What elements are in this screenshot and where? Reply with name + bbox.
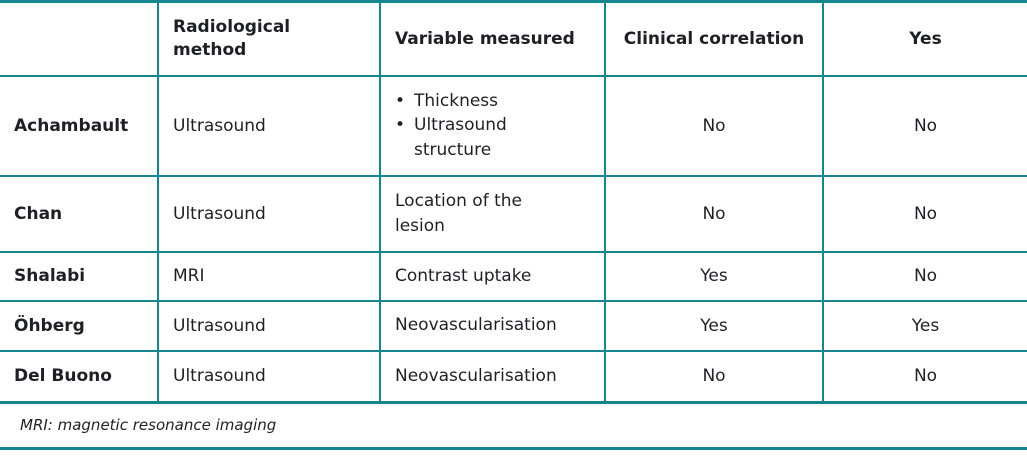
cell-radiological-method: MRI xyxy=(157,251,380,301)
cell-clinical-correlation: No xyxy=(604,75,823,176)
variable-text: Location of the lesion xyxy=(395,190,522,236)
table-row-ohberg: Öhberg Ultrasound Neovascularisation Yes… xyxy=(0,300,1027,351)
row-label: Öhberg xyxy=(14,315,85,336)
column-header-clinical-correlation: Clinical correlation xyxy=(604,1,823,76)
cell-yes: Yes xyxy=(822,300,1027,351)
column-header-blank xyxy=(0,2,158,76)
bullet-marker: • xyxy=(395,90,406,111)
cell-variable-measured: Location of the lesion xyxy=(379,175,605,252)
cell-yes: No xyxy=(822,75,1027,176)
cell-variable-measured: Neovascularisation xyxy=(379,350,605,401)
cell-clinical-correlation: Yes xyxy=(604,300,823,351)
column-header-variable-measured: Variable measured xyxy=(379,1,605,76)
cell-clinical-correlation: No xyxy=(604,350,823,401)
cell-yes: No xyxy=(822,175,1027,252)
column-header-radiological-method: Radiological method xyxy=(157,1,380,76)
row-label: Del Buono xyxy=(14,366,112,386)
cell-radiological-method: Ultrasound xyxy=(157,175,380,252)
table-row-shalabi: Shalabi MRI Contrast uptake Yes No xyxy=(0,251,1027,301)
row-label: Shalabi xyxy=(14,266,86,286)
table-row-chan: Chan Ultrasound Location of the lesion N… xyxy=(0,175,1027,252)
studies-table: Radiological method Variable measured Cl… xyxy=(0,0,1027,401)
variable-bullet-list: • Thickness • Ultrasound structure xyxy=(395,89,571,163)
cell-variable-measured: • Thickness • Ultrasound structure xyxy=(379,75,605,176)
cell-variable-measured: Contrast uptake xyxy=(379,251,605,301)
cell-clinical-correlation: Yes xyxy=(604,251,823,301)
row-label: Chan xyxy=(14,203,63,224)
variable-text: Contrast uptake xyxy=(395,265,532,286)
bullet-item: • Thickness xyxy=(395,89,571,114)
variable-text: Neovascularisation xyxy=(395,315,557,336)
table-row-del-buono: Del Buono Ultrasound Neovascularisation … xyxy=(0,350,1027,401)
bullet-text: Ultrasound structure xyxy=(414,115,507,160)
cell-radiological-method: Ultrasound xyxy=(157,75,380,176)
table-row-achambault: Achambault Ultrasound • Thickness • Ultr… xyxy=(0,75,1027,176)
cell-variable-measured: Neovascularisation xyxy=(379,300,605,351)
cell-radiological-method: Ultrasound xyxy=(157,350,380,401)
header-row: Radiological method Variable measured Cl… xyxy=(0,1,1027,76)
column-header-yes: Yes xyxy=(822,1,1027,76)
bullet-text: Thickness xyxy=(414,90,499,111)
cell-clinical-correlation: No xyxy=(604,175,823,252)
row-label: Achambault xyxy=(14,115,129,136)
bullet-marker: • xyxy=(395,115,406,136)
variable-text: Neovascularisation xyxy=(395,365,557,386)
cell-yes: No xyxy=(822,350,1027,401)
table-footnote: MRI: magnetic resonance imaging xyxy=(0,400,1027,450)
bullet-item: • Ultrasound structure xyxy=(395,113,571,162)
column-header-radiological-method-label: Radiological method xyxy=(173,17,291,60)
cell-yes: No xyxy=(822,251,1027,301)
cell-radiological-method: Ultrasound xyxy=(157,300,380,351)
